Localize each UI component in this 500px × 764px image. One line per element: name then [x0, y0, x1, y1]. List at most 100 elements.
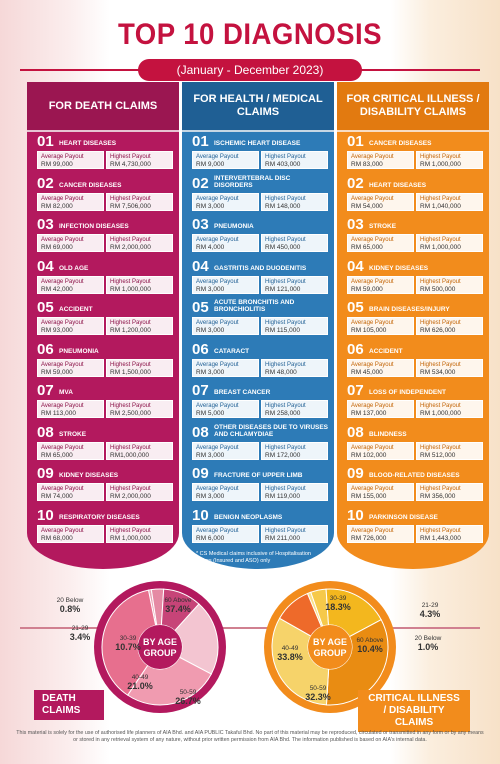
rank-number: 09 [347, 465, 364, 482]
diagnosis-heading: 10 RESPIRATORY DISEASES [37, 506, 173, 523]
rank-number: 01 [192, 133, 209, 150]
average-payout-label: Average Payout [351, 320, 394, 326]
average-payout-value: RM 99,000 [41, 161, 73, 168]
payout-boxes: Average Payout RM 59,000 Highest Payout … [347, 275, 483, 294]
highest-payout-box: Highest Payout RM 2,000,000 [106, 483, 173, 501]
rank-number: 03 [347, 216, 364, 233]
payout-boxes: Average Payout RM 68,000 Highest Payout … [37, 524, 173, 543]
ci-age-group-label: 30-39 [330, 595, 347, 602]
highest-payout-label: Highest Payout [110, 154, 151, 160]
rank-number: 06 [347, 340, 364, 358]
diagnosis-item: 06 PNEUMONIA Average Payout RM 59,000 Hi… [27, 340, 179, 382]
diagnosis-item: 10 BENIGN NEOPLASMS Average Payout RM 6,… [182, 506, 334, 548]
highest-payout-box: Highest Payout RM 211,000 [261, 524, 328, 543]
average-payout-box: Average Payout RM 99,000 [37, 151, 104, 169]
diagnosis-heading: 03 PNEUMONIA [192, 215, 328, 232]
rank-number: 09 [37, 465, 54, 482]
highest-payout-box: Highest Payout RM 1,000,000 [416, 400, 483, 418]
rank-number: 06 [192, 340, 209, 358]
by-age-label: BY AGE [313, 637, 347, 647]
average-payout-value: RM 9,000 [196, 161, 225, 168]
ci-donut-center [308, 625, 352, 669]
average-payout-label: Average Payout [196, 320, 239, 326]
rank-number: 03 [37, 216, 54, 233]
diagnosis-item: 06 ACCIDENT Average Payout RM 45,000 Hig… [337, 340, 489, 382]
diagnosis-heading: 01 HEART DISEASES [37, 132, 173, 149]
diagnosis-heading: 08 OTHER DISEASES DUE TO VIRUSES AND CHL… [192, 423, 328, 440]
ci-age-group-value: 4.3% [420, 609, 441, 619]
payout-boxes: Average Payout RM 3,000 Highest Payout R… [192, 483, 328, 501]
death-item-list: 01 HEART DISEASES Average Payout RM 99,0… [27, 132, 179, 547]
diagnosis-heading: 07 LOSS OF INDEPENDENT [347, 381, 483, 398]
average-payout-box: Average Payout RM 4,000 [192, 234, 259, 252]
average-payout-box: Average Payout RM 83,000 [347, 151, 414, 169]
by-age-label: BY AGE [143, 637, 177, 647]
diagnosis-name: ISCHEMIC HEART DISEASE [214, 140, 301, 147]
health-item-list: 01 ISCHEMIC HEART DISEASE Average Payout… [182, 132, 334, 547]
highest-payout-box: Highest Payout RM 2,500,000 [106, 400, 173, 418]
diagnosis-name: BRAIN DISEASES/INJURY [369, 306, 450, 313]
death-age-group-label: 60 Above [164, 597, 191, 604]
health-column-title: FOR HEALTH / MEDICAL CLAIMS [182, 82, 334, 132]
highest-payout-box: Highest Payout RM 172,000 [261, 441, 328, 460]
average-payout-label: Average Payout [351, 403, 394, 409]
diagnosis-heading: 08 STROKE [37, 423, 173, 440]
highest-payout-value: RM1,000,000 [110, 451, 150, 459]
average-payout-box: Average Payout RM 5,000 [192, 400, 259, 418]
highest-payout-box: Highest Payout RM1,000,000 [106, 441, 173, 460]
diagnosis-item: 07 BREAST CANCER Average Payout RM 5,000… [182, 381, 334, 423]
rank-number: 07 [192, 382, 209, 399]
rank-number: 05 [192, 299, 209, 316]
ci-claims-column: FOR CRITICAL ILLNESS / DISABILITY CLAIMS… [337, 82, 489, 569]
highest-payout-label: Highest Payout [265, 403, 306, 409]
average-payout-box: Average Payout RM 3,000 [192, 483, 259, 501]
rank-number: 01 [347, 133, 364, 150]
date-range-badge: (January - December 2023) [138, 59, 362, 81]
payout-boxes: Average Payout RM 65,000 Highest Payout … [37, 441, 173, 460]
highest-payout-box: Highest Payout RM 403,000 [261, 151, 328, 169]
diagnosis-heading: 07 MVA [37, 381, 173, 398]
diagnosis-item: 09 KIDNEY DISEASES Average Payout RM 74,… [27, 464, 179, 506]
highest-payout-label: Highest Payout [265, 278, 306, 285]
highest-payout-box: Highest Payout RM 48,000 [261, 358, 328, 377]
average-payout-value: RM 3,000 [196, 327, 225, 334]
death-age-group-value: 37.4% [165, 604, 191, 614]
average-payout-box: Average Payout RM 74,000 [37, 483, 104, 501]
payout-boxes: Average Payout RM 83,000 Highest Payout … [347, 151, 483, 169]
ci-age-group-label: 40-49 [282, 645, 299, 652]
highest-payout-box: Highest Payout RM 1,000,000 [106, 275, 173, 294]
average-payout-value: RM 137,000 [351, 410, 387, 417]
ci-column-title: FOR CRITICAL ILLNESS / DISABILITY CLAIMS [337, 82, 489, 132]
ci-age-group-label: 20 Below [415, 635, 442, 642]
diagnosis-name: BENIGN NEOPLASMS [214, 513, 283, 521]
highest-payout-label: Highest Payout [110, 195, 151, 202]
highest-payout-label: Highest Payout [110, 444, 151, 451]
average-payout-label: Average Payout [196, 444, 239, 451]
highest-payout-value: RM 172,000 [265, 451, 301, 459]
diagnosis-name: BREAST CANCER [214, 389, 271, 396]
health-claims-column: FOR HEALTH / MEDICAL CLAIMS 01 ISCHEMIC … [182, 82, 334, 569]
highest-payout-label: Highest Payout [110, 486, 151, 492]
average-payout-value: RM 3,000 [196, 493, 225, 500]
diagnosis-item: 02 INTERVERTEBRAL DISC DISORDERS Average… [182, 174, 334, 216]
death-age-group-value: 26.7% [175, 696, 201, 706]
average-payout-value: RM 74,000 [41, 493, 73, 500]
highest-payout-value: RM 356,000 [420, 493, 456, 500]
death-claims-label: DEATH CLAIMS [34, 690, 104, 720]
diagnosis-item: 03 INFECTION DISEASES Average Payout RM … [27, 215, 179, 257]
diagnosis-item: 07 MVA Average Payout RM 113,000 Highest… [27, 381, 179, 423]
highest-payout-value: RM 1,500,000 [110, 368, 151, 376]
diagnosis-item: 08 STROKE Average Payout RM 65,000 Highe… [27, 423, 179, 465]
average-payout-label: Average Payout [351, 278, 394, 285]
payout-boxes: Average Payout RM 59,000 Highest Payout … [37, 358, 173, 377]
highest-payout-label: Highest Payout [110, 278, 151, 285]
highest-payout-box: Highest Payout RM 450,000 [261, 234, 328, 252]
diagnosis-name: CATARACT [214, 347, 250, 355]
highest-payout-value: RM 450,000 [265, 244, 301, 251]
average-payout-value: RM 3,000 [196, 285, 225, 293]
average-payout-value: RM 83,000 [351, 161, 383, 168]
diagnosis-name: INFECTION DISEASES [59, 223, 129, 230]
diagnosis-name: BLOOD-RELATED DISEASES [369, 472, 460, 479]
rank-number: 05 [347, 299, 364, 316]
highest-payout-label: Highest Payout [110, 320, 151, 326]
